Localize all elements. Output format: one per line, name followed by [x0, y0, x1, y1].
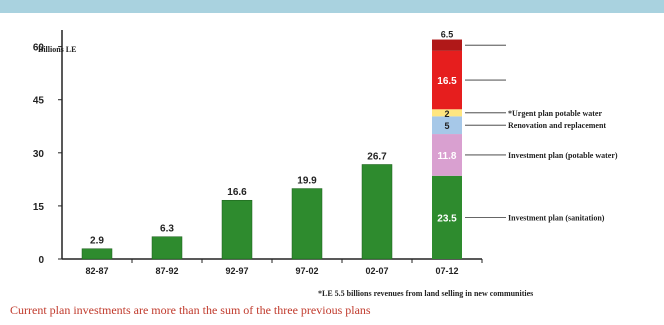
- x-tick-label: 07-12: [435, 266, 458, 276]
- y-tick-label: 15: [33, 202, 45, 213]
- bar: [361, 164, 393, 260]
- unit-label: Billions LE: [38, 45, 76, 54]
- segment-name-label: Renovation and replacement: [508, 121, 606, 130]
- chart-caption: Current plan investments are more than t…: [10, 303, 371, 317]
- bar: [81, 248, 113, 260]
- y-tick-label: 60: [33, 43, 45, 54]
- x-tick-label: 97-02: [295, 266, 318, 276]
- segment-value-label: 5: [444, 121, 449, 131]
- stacked-segment: [432, 116, 462, 135]
- segment-value-label: 16.5: [437, 76, 457, 87]
- top-band: [0, 0, 664, 13]
- bar: [151, 236, 183, 260]
- bar-value-label: 26.7: [367, 151, 387, 162]
- chart-footnote: *LE 5.5 billions revenues from land sell…: [318, 289, 533, 298]
- stacked-segment: [432, 50, 462, 110]
- stacked-segment: [432, 134, 462, 176]
- y-tick-label: 45: [33, 96, 45, 107]
- bar: [221, 199, 253, 260]
- bar-value-label: 19.9: [297, 176, 317, 187]
- stacked-top-label: 6.5: [441, 30, 454, 40]
- bar-value-label: 16.6: [227, 187, 247, 198]
- stacked-segment: [432, 109, 462, 117]
- segment-value-label: 11.8: [438, 151, 457, 162]
- bar-value-label: 2.9: [90, 236, 104, 247]
- bar-value-label: 6.3: [160, 224, 174, 235]
- segment-value-label: 2: [444, 109, 449, 119]
- x-tick-label: 92-97: [225, 266, 248, 276]
- stacked-segment: [432, 39, 462, 51]
- x-tick-label: 02-07: [365, 266, 388, 276]
- segment-name-label: Investment plan (potable water): [508, 151, 618, 160]
- segment-value-label: 23.5: [437, 213, 457, 224]
- y-tick-label: 0: [38, 255, 44, 266]
- y-tick-label: 30: [33, 149, 45, 160]
- bar: [291, 188, 323, 260]
- segment-name-label: Investment plan (sanitation): [508, 213, 605, 222]
- x-tick-label: 87-92: [155, 266, 178, 276]
- stacked-segment: [432, 175, 462, 259]
- segment-name-label: *Urgent plan potable water: [508, 109, 602, 118]
- x-tick-label: 82-87: [85, 266, 108, 276]
